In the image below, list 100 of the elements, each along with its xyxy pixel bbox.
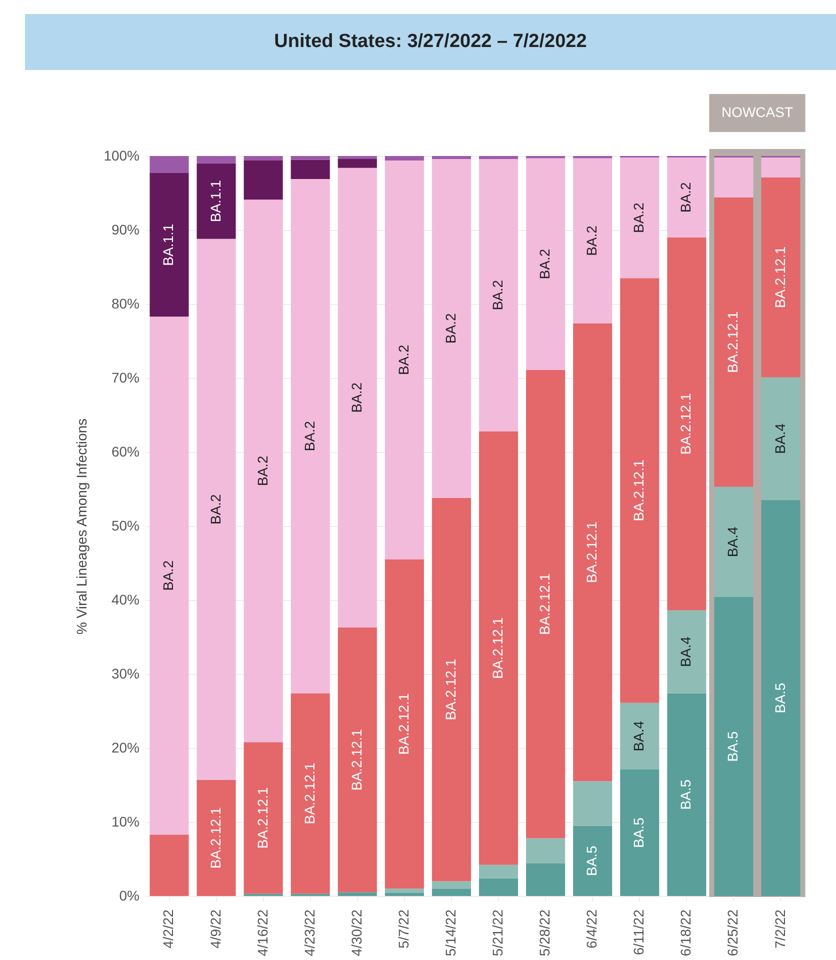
y-tick-label: 70%	[111, 370, 140, 386]
text: BA.5	[772, 682, 788, 714]
text: BA.2	[301, 420, 318, 452]
bar	[573, 826, 612, 896]
bar	[761, 500, 800, 896]
y-tick-label: 50%	[111, 518, 140, 534]
text: BA.2.12.1	[678, 393, 694, 455]
bar	[667, 610, 706, 694]
bar	[526, 370, 566, 838]
x-tick-label: 6/11/22	[630, 909, 647, 956]
bar	[714, 197, 754, 487]
text: BA.2	[584, 226, 600, 256]
bar	[150, 173, 189, 317]
text: BA.4	[724, 526, 741, 558]
x-tick-label: 4/16/22	[254, 909, 270, 956]
bar	[196, 238, 236, 780]
text: BA.2.12.1	[207, 807, 224, 869]
chart-title: United States: 3/27/2022 – 7/2/2022	[25, 14, 836, 70]
bar	[384, 888, 424, 894]
bar	[244, 742, 283, 894]
bar	[761, 157, 800, 178]
text: BA.2.12.1	[301, 762, 318, 824]
y-tick-label: 90%	[111, 222, 140, 238]
y-tick-label: 60%	[111, 444, 140, 460]
bar	[573, 323, 612, 782]
text: BA.2.12.1	[630, 460, 647, 522]
text: BA.4	[678, 636, 694, 667]
bar	[384, 156, 424, 160]
text: BA.2	[536, 248, 553, 280]
bar	[150, 834, 189, 896]
x-tick-label: 4/23/22	[301, 909, 318, 956]
text: BA.2	[630, 202, 647, 233]
bar	[526, 863, 566, 896]
bar	[667, 237, 706, 610]
text: BA.2.12.1	[490, 617, 506, 679]
y-tick-label: 30%	[111, 666, 140, 682]
series-label: BA.4	[630, 720, 647, 752]
bar	[432, 881, 471, 889]
x-tick-label: 4/2/22	[160, 909, 176, 948]
bar	[761, 177, 800, 378]
series-label: BA.1.1	[160, 224, 176, 266]
band-label: NOWCAST	[721, 104, 794, 120]
text: BA.2	[490, 280, 506, 310]
bar	[338, 158, 377, 168]
bar	[290, 160, 330, 179]
bar	[479, 158, 518, 432]
bar	[244, 200, 283, 742]
bar	[573, 781, 612, 826]
text: BA.2.12.1	[536, 573, 553, 635]
text: BA.5	[678, 779, 694, 810]
y-tick-label: 100%	[104, 148, 140, 164]
text: BA.2.12.1	[442, 658, 458, 720]
bar	[290, 178, 330, 694]
text: BA.1.1	[207, 180, 224, 222]
series-label: BA.5	[584, 845, 600, 876]
text: BA.2	[348, 382, 364, 413]
series-label: BA.2	[160, 560, 176, 591]
text: BA.2.12.1	[584, 522, 600, 584]
y-tick-label: 20%	[111, 740, 140, 756]
bar	[761, 377, 800, 500]
text: BA.2.12.1	[772, 246, 788, 308]
bar	[479, 878, 518, 896]
bar	[667, 157, 706, 238]
x-tick-label: 5/28/22	[536, 909, 553, 956]
y-tick-label: 0%	[119, 888, 140, 904]
bar	[573, 158, 612, 324]
x-tick-label: 4/9/22	[207, 909, 224, 948]
bar	[338, 627, 377, 892]
bar	[384, 559, 424, 889]
text: BA.2	[254, 456, 270, 486]
bar	[196, 163, 236, 239]
bar	[290, 156, 330, 160]
text: BA.5	[630, 818, 647, 848]
bar	[526, 158, 566, 370]
x-tick-label: 7/2/22	[772, 909, 788, 948]
bar	[150, 156, 189, 174]
bar	[244, 156, 283, 160]
x-tick-label: 5/7/22	[395, 909, 412, 948]
text: BA.2.12.1	[348, 729, 364, 791]
y-tick-label: 40%	[111, 592, 140, 608]
bar	[290, 693, 330, 894]
bar	[714, 597, 754, 896]
bar	[620, 769, 660, 896]
x-tick-label: 6/4/22	[584, 909, 600, 948]
x-tick-label: 6/25/22	[724, 909, 741, 956]
bar	[479, 156, 518, 159]
bar	[620, 157, 660, 278]
bar	[714, 157, 754, 198]
bar	[432, 158, 471, 498]
text: BA.2.12.1	[254, 787, 270, 849]
bar	[244, 160, 283, 200]
bar	[338, 156, 377, 159]
x-tick-label: 6/18/22	[678, 909, 694, 956]
bar	[338, 892, 377, 896]
bar	[479, 431, 518, 865]
y-tick-label: 80%	[111, 296, 140, 312]
x-tick-label: 5/14/22	[442, 909, 458, 956]
x-tick-label: 4/30/22	[348, 909, 364, 956]
text: BA.2	[395, 344, 412, 376]
text: BA.4	[772, 424, 788, 454]
